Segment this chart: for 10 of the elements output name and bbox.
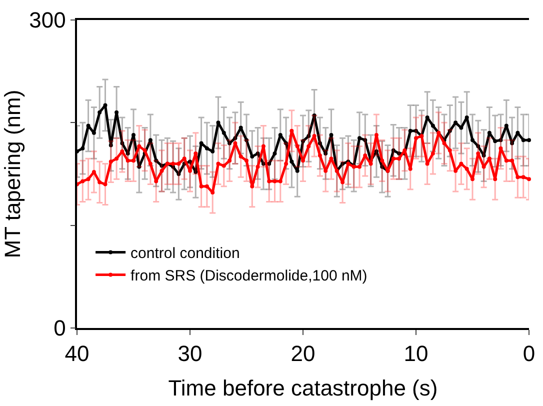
x-tick-label: 0 [522, 341, 536, 366]
x-axis-title: Time before catastrophe (s) [168, 376, 438, 401]
legend-label: from SRS (Discodermolide,100 nM) [130, 268, 368, 285]
x-tick-label: 10 [404, 341, 428, 366]
x-tick-label: 20 [290, 341, 316, 366]
x-tick-label: 30 [178, 341, 202, 366]
legend-label: control condition [130, 245, 240, 262]
x-tick-label: 40 [64, 341, 90, 366]
y-axis-title: MT tapering (nm) [0, 90, 25, 258]
y-tick-label: 300 [29, 8, 66, 33]
